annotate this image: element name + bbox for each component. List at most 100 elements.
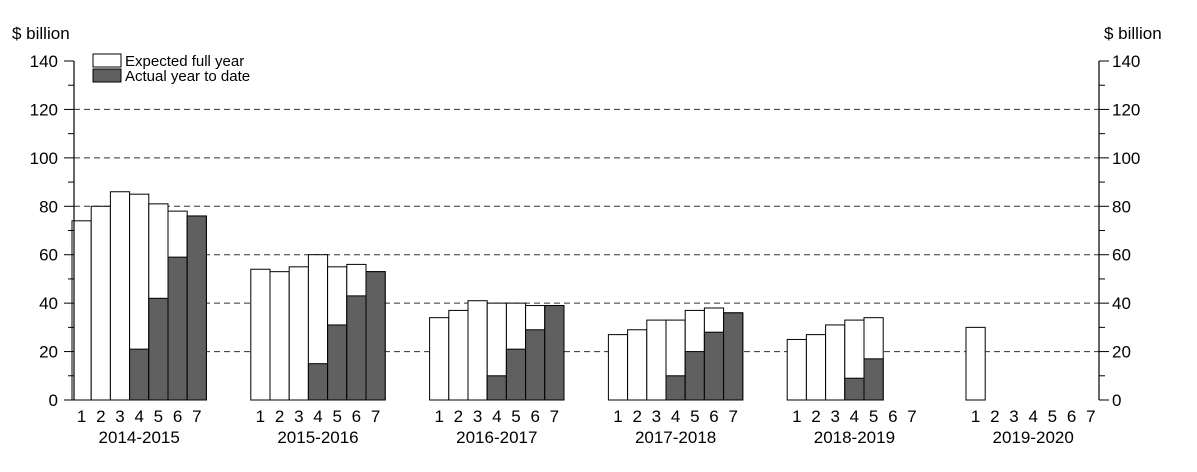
x-sub-label: 6 — [530, 407, 539, 426]
bar-expected — [965, 326, 986, 401]
x-sub-label: 6 — [173, 407, 182, 426]
bar-expected — [429, 317, 450, 401]
y-tick-label-left: 120 — [30, 100, 58, 119]
legend-swatch-actual — [92, 68, 122, 83]
bar-actual — [703, 331, 725, 401]
x-sub-label: 1 — [971, 407, 980, 426]
bar-expected — [607, 334, 629, 401]
gridlines — [74, 108, 1099, 353]
x-sub-label: 5 — [511, 407, 520, 426]
y-unit-right: $ billion — [1104, 24, 1162, 43]
y-tick-label-right: 140 — [1112, 52, 1140, 71]
x-group-label: 2015-2016 — [277, 428, 358, 447]
bar-expected — [646, 319, 667, 401]
y-tick-label-right: 120 — [1112, 100, 1140, 119]
x-group-label: 2018-2019 — [814, 428, 895, 447]
bar-actual — [486, 375, 507, 401]
x-sub-label: 2 — [275, 407, 284, 426]
x-sub-label: 7 — [728, 407, 737, 426]
y-tick-label-left: 80 — [39, 197, 58, 216]
y-tick-label-left: 60 — [39, 246, 58, 265]
bar-actual — [327, 324, 348, 401]
bar-actual — [186, 215, 207, 401]
bar-actual — [307, 363, 329, 401]
bar-actual — [723, 312, 744, 401]
bar-actual — [167, 256, 188, 401]
bar-expected — [269, 271, 290, 401]
bar-actual — [844, 377, 865, 401]
x-sub-label: 3 — [1009, 407, 1018, 426]
y-unit-left: $ billion — [12, 24, 70, 43]
bar-actual — [665, 375, 686, 401]
y-tick-label-right: 0 — [1112, 391, 1121, 410]
x-sub-label: 6 — [352, 407, 361, 426]
x-group-label: 2019-2020 — [993, 428, 1074, 447]
legend: Expected full year Actual year to date — [92, 53, 250, 85]
y-tick-label-left: 0 — [49, 391, 58, 410]
x-sub-label: 7 — [192, 407, 201, 426]
bar-actual — [505, 348, 527, 401]
x-sub-label: 7 — [907, 407, 916, 426]
x-sub-label: 4 — [850, 407, 859, 426]
x-sub-label: 5 — [690, 407, 699, 426]
bar-actual — [129, 348, 150, 401]
x-sub-label: 2 — [990, 407, 999, 426]
y-tick-label-left: 20 — [39, 343, 58, 362]
bar-expected — [448, 309, 469, 401]
x-sub-label: 7 — [371, 407, 380, 426]
legend-label-expected: Expected full year — [125, 53, 244, 70]
x-sub-label: 3 — [115, 407, 124, 426]
bar-expected — [627, 329, 648, 401]
x-sub-label: 6 — [1067, 407, 1076, 426]
y-tick-label-right: 20 — [1112, 343, 1131, 362]
x-sub-label: 7 — [1086, 407, 1095, 426]
x-sub-label: 6 — [888, 407, 897, 426]
bar-actual — [346, 295, 367, 401]
bar-expected — [90, 205, 111, 401]
x-sub-label: 2 — [632, 407, 641, 426]
x-sub-label: 5 — [1048, 407, 1057, 426]
x-sub-label: 3 — [652, 407, 661, 426]
x-sub-label: 5 — [869, 407, 878, 426]
bar-expected — [288, 266, 309, 401]
x-sub-label: 1 — [434, 407, 443, 426]
bar-expected — [109, 191, 131, 401]
x-sub-label: 3 — [473, 407, 482, 426]
bar-expected — [825, 324, 846, 401]
bar-actual — [863, 358, 884, 401]
y-tick-label-left: 140 — [30, 52, 58, 71]
x-sub-label: 2 — [96, 407, 105, 426]
x-sub-label: 1 — [613, 407, 622, 426]
y-tick-label-right: 80 — [1112, 197, 1131, 216]
bar-expected — [805, 334, 827, 401]
axes — [73, 61, 1100, 400]
x-group-label: 2016-2017 — [456, 428, 537, 447]
x-sub-label: 4 — [1028, 407, 1037, 426]
y-tick-label-right: 40 — [1112, 294, 1131, 313]
x-sub-label: 7 — [550, 407, 559, 426]
legend-swatch-expected — [92, 53, 122, 68]
bar-actual — [544, 305, 565, 401]
y-tick-label-left: 100 — [30, 149, 58, 168]
x-sub-label: 5 — [332, 407, 341, 426]
x-sub-label: 4 — [492, 407, 501, 426]
bar-expected — [250, 268, 271, 401]
y-tick-label-left: 40 — [39, 294, 58, 313]
bar-actual — [148, 297, 169, 401]
x-sub-label: 1 — [792, 407, 801, 426]
bar-expected — [71, 220, 92, 401]
bars — [71, 191, 986, 401]
x-sub-label: 5 — [154, 407, 163, 426]
x-sub-label: 3 — [294, 407, 303, 426]
bar-actual — [525, 329, 546, 401]
bar-expected — [786, 338, 807, 401]
x-sub-label: 1 — [77, 407, 86, 426]
bar-expected — [467, 300, 488, 401]
y-tick-labels: 0 0 20 20 40 40 60 60 80 80 100 100 120 120 140 140 — [30, 52, 1141, 410]
axis-ticks — [64, 60, 1109, 401]
x-sub-label: 4 — [134, 407, 143, 426]
y-tick-label-right: 100 — [1112, 149, 1140, 168]
x-sub-label: 1 — [256, 407, 265, 426]
